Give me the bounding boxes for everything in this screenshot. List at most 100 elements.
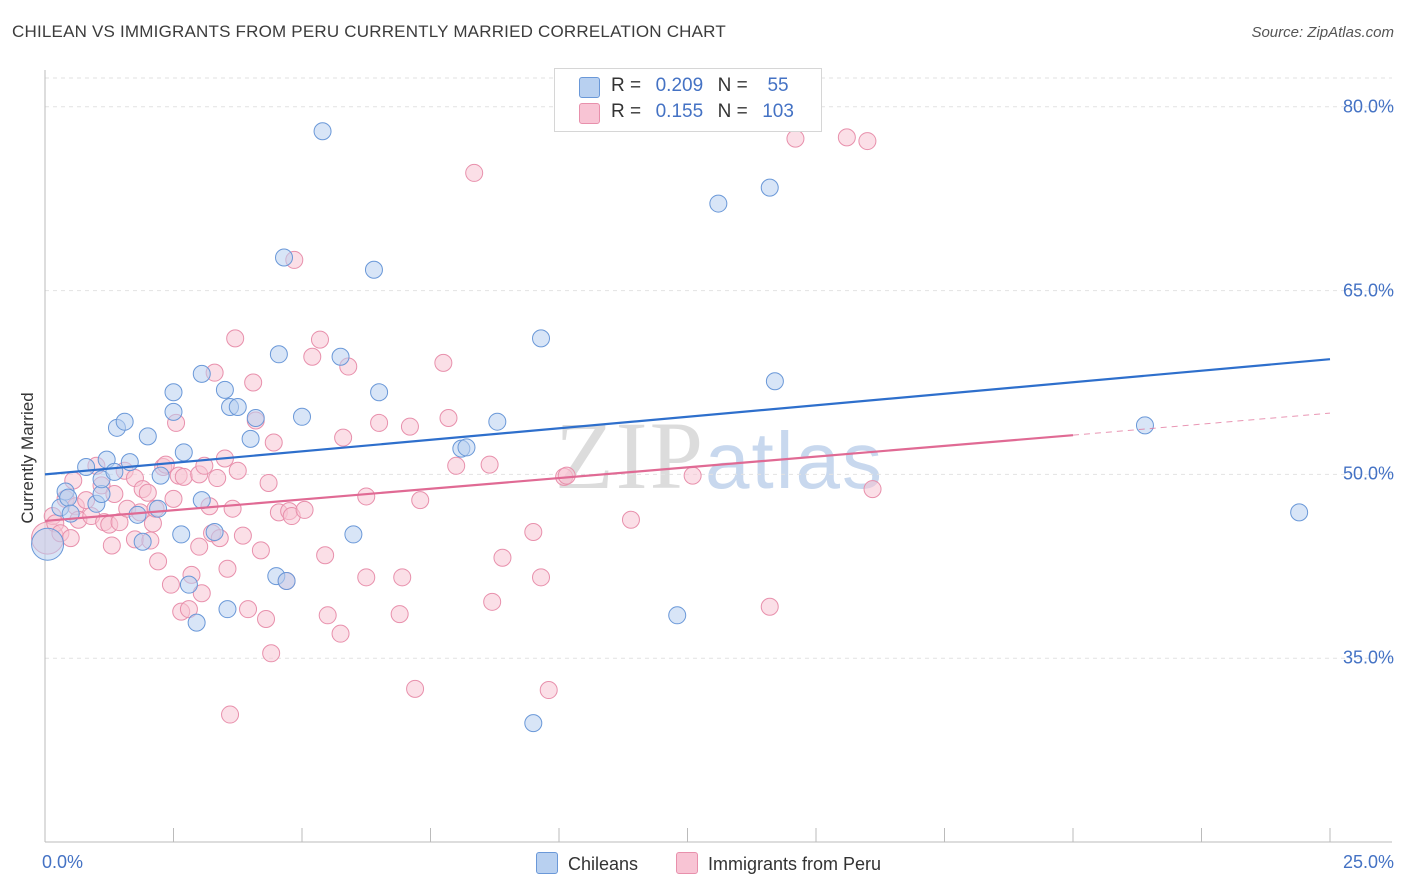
data-point-peru <box>303 347 322 366</box>
data-point-peru <box>357 487 376 506</box>
data-point-peru <box>434 353 453 372</box>
data-point-chileans <box>269 345 288 364</box>
data-point-peru <box>233 526 252 545</box>
data-point-peru <box>251 541 270 560</box>
data-point-peru <box>226 329 245 348</box>
data-point-chileans <box>138 427 157 446</box>
data-point-peru <box>257 609 276 628</box>
data-point-peru <box>480 455 499 474</box>
data-point-peru <box>334 428 353 447</box>
data-point-chileans <box>1290 503 1309 522</box>
data-point-peru <box>149 552 168 571</box>
data-point-peru <box>264 433 283 452</box>
stats-legend: R = 0.209 N = 55 R = 0.155 N = 103 <box>554 68 822 132</box>
data-point-chileans <box>77 458 96 477</box>
data-point-peru <box>138 483 157 502</box>
data-point-peru <box>786 129 805 148</box>
data-point-peru <box>190 537 209 556</box>
legend-n-label: N = <box>717 101 748 122</box>
y-tick-label: 50.0% <box>1342 463 1394 484</box>
watermark-zip: ZIP <box>555 402 705 509</box>
data-point-chileans <box>293 407 311 426</box>
y-tick-label: 35.0% <box>1342 647 1394 668</box>
data-point-peru <box>174 467 193 486</box>
data-point-chileans <box>31 527 65 561</box>
data-point-peru <box>858 132 877 151</box>
data-point-chileans <box>164 383 183 402</box>
grid-lines <box>45 77 1392 659</box>
data-point-peru <box>447 456 466 475</box>
legend-r-value: 0.209 <box>655 75 704 96</box>
watermark: ZIPatlas <box>555 400 884 511</box>
data-point-peru <box>393 568 412 587</box>
data-point-peru <box>406 679 425 698</box>
legend-swatch-chileans <box>579 77 600 98</box>
trend-line-chileans <box>44 358 1331 476</box>
data-point-peru <box>192 584 211 603</box>
data-point-peru <box>179 600 198 619</box>
data-point-peru <box>331 624 350 643</box>
data-point-chileans <box>164 402 183 421</box>
legend-r-label: R = <box>611 101 642 122</box>
data-point-chileans <box>151 466 170 485</box>
data-point-chileans <box>205 522 224 541</box>
data-point-chileans <box>187 613 206 632</box>
data-point-peru <box>493 548 512 567</box>
data-point-peru <box>102 536 121 555</box>
bottom-legend-chileans: Chileans <box>536 852 638 875</box>
data-point-chileans <box>172 525 191 544</box>
data-point-peru <box>683 466 702 485</box>
bottom-legend-peru: Immigrants from Peru <box>676 852 881 875</box>
data-point-chileans <box>241 429 260 448</box>
data-point-peru <box>164 489 183 508</box>
source-label: Source: ZipAtlas.com <box>1251 24 1394 41</box>
data-point-peru <box>465 163 484 182</box>
y-tick-label: 65.0% <box>1342 280 1394 301</box>
data-point-peru <box>228 461 247 480</box>
data-point-peru <box>318 606 337 625</box>
x-tick-max: 25.0% <box>1342 852 1394 872</box>
bottom-legend-label-chileans: Chileans <box>568 854 639 874</box>
data-point-chileans <box>228 397 247 416</box>
watermark-atlas: atlas <box>705 416 884 505</box>
data-point-peru <box>239 600 258 619</box>
y-tick-label: 80.0% <box>1342 96 1394 117</box>
legend-r-value: 0.155 <box>655 101 704 122</box>
data-point-chileans <box>192 491 211 510</box>
data-point-peru <box>483 592 502 611</box>
series-peru-points <box>31 128 882 724</box>
data-point-peru <box>390 605 409 624</box>
trend-line-peru <box>44 434 1074 523</box>
data-point-chileans <box>331 347 350 366</box>
data-point-peru <box>218 559 237 578</box>
legend-swatch-peru <box>579 103 600 124</box>
data-point-peru <box>411 491 430 510</box>
data-point-chileans <box>364 260 383 279</box>
data-point-chileans <box>174 443 193 462</box>
trend-lines <box>44 358 1331 523</box>
data-point-peru <box>244 373 263 392</box>
data-point-peru <box>524 522 543 541</box>
legend-n-value: 55 <box>767 75 789 96</box>
data-point-peru <box>316 546 335 565</box>
data-point-chileans <box>709 194 728 213</box>
data-point-peru <box>357 568 376 587</box>
data-point-peru <box>532 568 551 587</box>
data-point-peru <box>61 529 80 548</box>
data-point-chileans <box>215 380 234 399</box>
data-point-peru <box>259 473 278 492</box>
data-point-peru <box>621 510 640 529</box>
data-point-chileans <box>277 571 296 590</box>
data-point-chileans <box>668 606 687 625</box>
data-point-peru <box>161 575 180 594</box>
data-point-peru <box>439 409 458 428</box>
data-point-chileans <box>760 178 779 197</box>
series-chileans-points <box>31 122 1309 733</box>
data-point-chileans <box>344 525 363 544</box>
data-point-peru <box>370 413 389 432</box>
data-point-chileans <box>1135 416 1154 435</box>
data-point-chileans <box>275 248 294 267</box>
data-point-peru <box>295 500 314 519</box>
data-point-peru <box>760 597 779 616</box>
